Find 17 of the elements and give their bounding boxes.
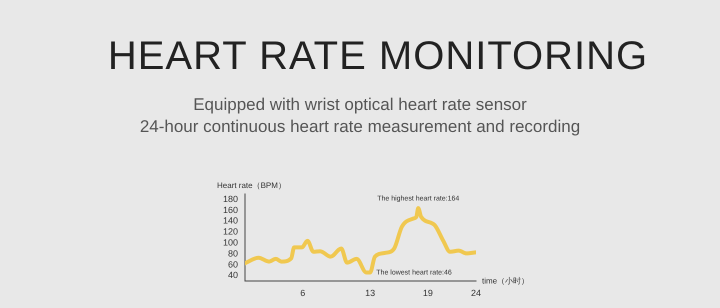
y-tick-label: 100	[222, 238, 238, 248]
x-axis-title: time（小时）	[482, 276, 530, 286]
line-series	[245, 206, 476, 274]
y-tick-label: 140	[222, 216, 238, 226]
y-tick-label: 40	[228, 270, 238, 280]
chart-subtitle: Equipped with wrist optical heart rate sensor 24-hour continuous heart rate measurement and recording	[138, 94, 582, 138]
y-tick-label: 160	[222, 204, 238, 215]
y-tick-label: 120	[222, 226, 238, 237]
y-axis-title: Heart rate（BPM）	[217, 181, 286, 190]
y-tick-label: 180	[222, 194, 238, 204]
y-tick-label: 80	[228, 248, 238, 258]
y-tick-label: 60	[228, 259, 238, 270]
x-tick-label: 13	[365, 288, 376, 298]
x-tick-label: 19	[422, 288, 433, 298]
x-tick-label: 6	[300, 288, 306, 298]
chart-title: HEART RATE MONITORING	[106, 34, 650, 79]
x-tick-label: 24	[470, 288, 482, 298]
